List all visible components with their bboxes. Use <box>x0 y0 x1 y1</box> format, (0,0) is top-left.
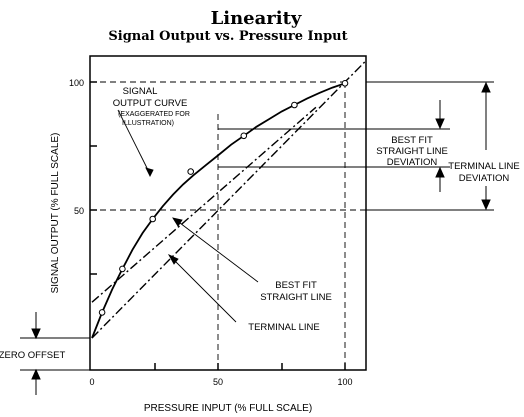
curve-label-line1: SIGNAL <box>123 86 158 97</box>
x-tick-0: 0 <box>89 377 94 387</box>
curve-marker <box>341 80 349 87</box>
leader-lines <box>117 109 259 323</box>
plot-frame <box>89 55 367 371</box>
bfsl-deviation-line1: BEST FIT <box>391 135 433 146</box>
curve-marker <box>98 309 106 316</box>
curve-marker <box>240 132 248 140</box>
zero-offset-label: ZERO OFFSET <box>0 350 65 361</box>
reference-lines <box>90 81 366 370</box>
chart-series <box>91 61 366 339</box>
terminal-line-label: TERMINAL LINE <box>248 322 319 333</box>
curve-marker <box>291 101 298 109</box>
bfsl-label-line2: STRAIGHT LINE <box>260 292 332 303</box>
x-axis-label: PRESSURE INPUT (% FULL SCALE) <box>144 403 312 414</box>
curve-marker <box>119 265 126 273</box>
x-tick-50: 50 <box>213 377 223 387</box>
page-title: Linearity <box>211 8 302 29</box>
deviation-dimension-lines <box>20 81 494 371</box>
curve-marker <box>149 215 156 223</box>
y-tick-50: 50 <box>74 206 84 216</box>
curve-note-line1: (EXAGGERATED FOR <box>118 111 190 118</box>
series-curve-line <box>91 82 346 339</box>
curve-note-line2: ILLUSTRATION) <box>122 120 174 127</box>
zero-offset-arrows <box>31 312 41 395</box>
curve-marker <box>187 168 194 175</box>
bfsl-deviation-arrows <box>435 100 445 192</box>
series-terminal-line <box>91 61 366 339</box>
y-axis-ticks <box>90 81 97 275</box>
terminal-deviation-line2: DEVIATION <box>459 173 510 184</box>
x-tick-100: 100 <box>337 377 352 387</box>
bfsl-deviation-line3: DEVIATION <box>387 157 438 168</box>
bfsl-deviation-line2: STRAIGHT LINE <box>376 146 448 157</box>
terminal-deviation-line1: TERMINAL LINE <box>448 161 519 172</box>
curve-markers <box>98 80 349 316</box>
bfsl-label-line1: BEST FIT <box>275 280 317 291</box>
curve-label-line2: OUTPUT CURVE <box>113 98 188 109</box>
x-axis-ticks <box>154 363 346 370</box>
y-axis-label: SIGNAL OUTPUT (% FULL SCALE) <box>50 133 61 294</box>
y-tick-100: 100 <box>69 78 84 88</box>
series-best-fit-line <box>91 106 317 303</box>
page-subtitle: Signal Output vs. Pressure Input <box>108 29 347 44</box>
terminal-deviation-arrows <box>481 81 491 211</box>
